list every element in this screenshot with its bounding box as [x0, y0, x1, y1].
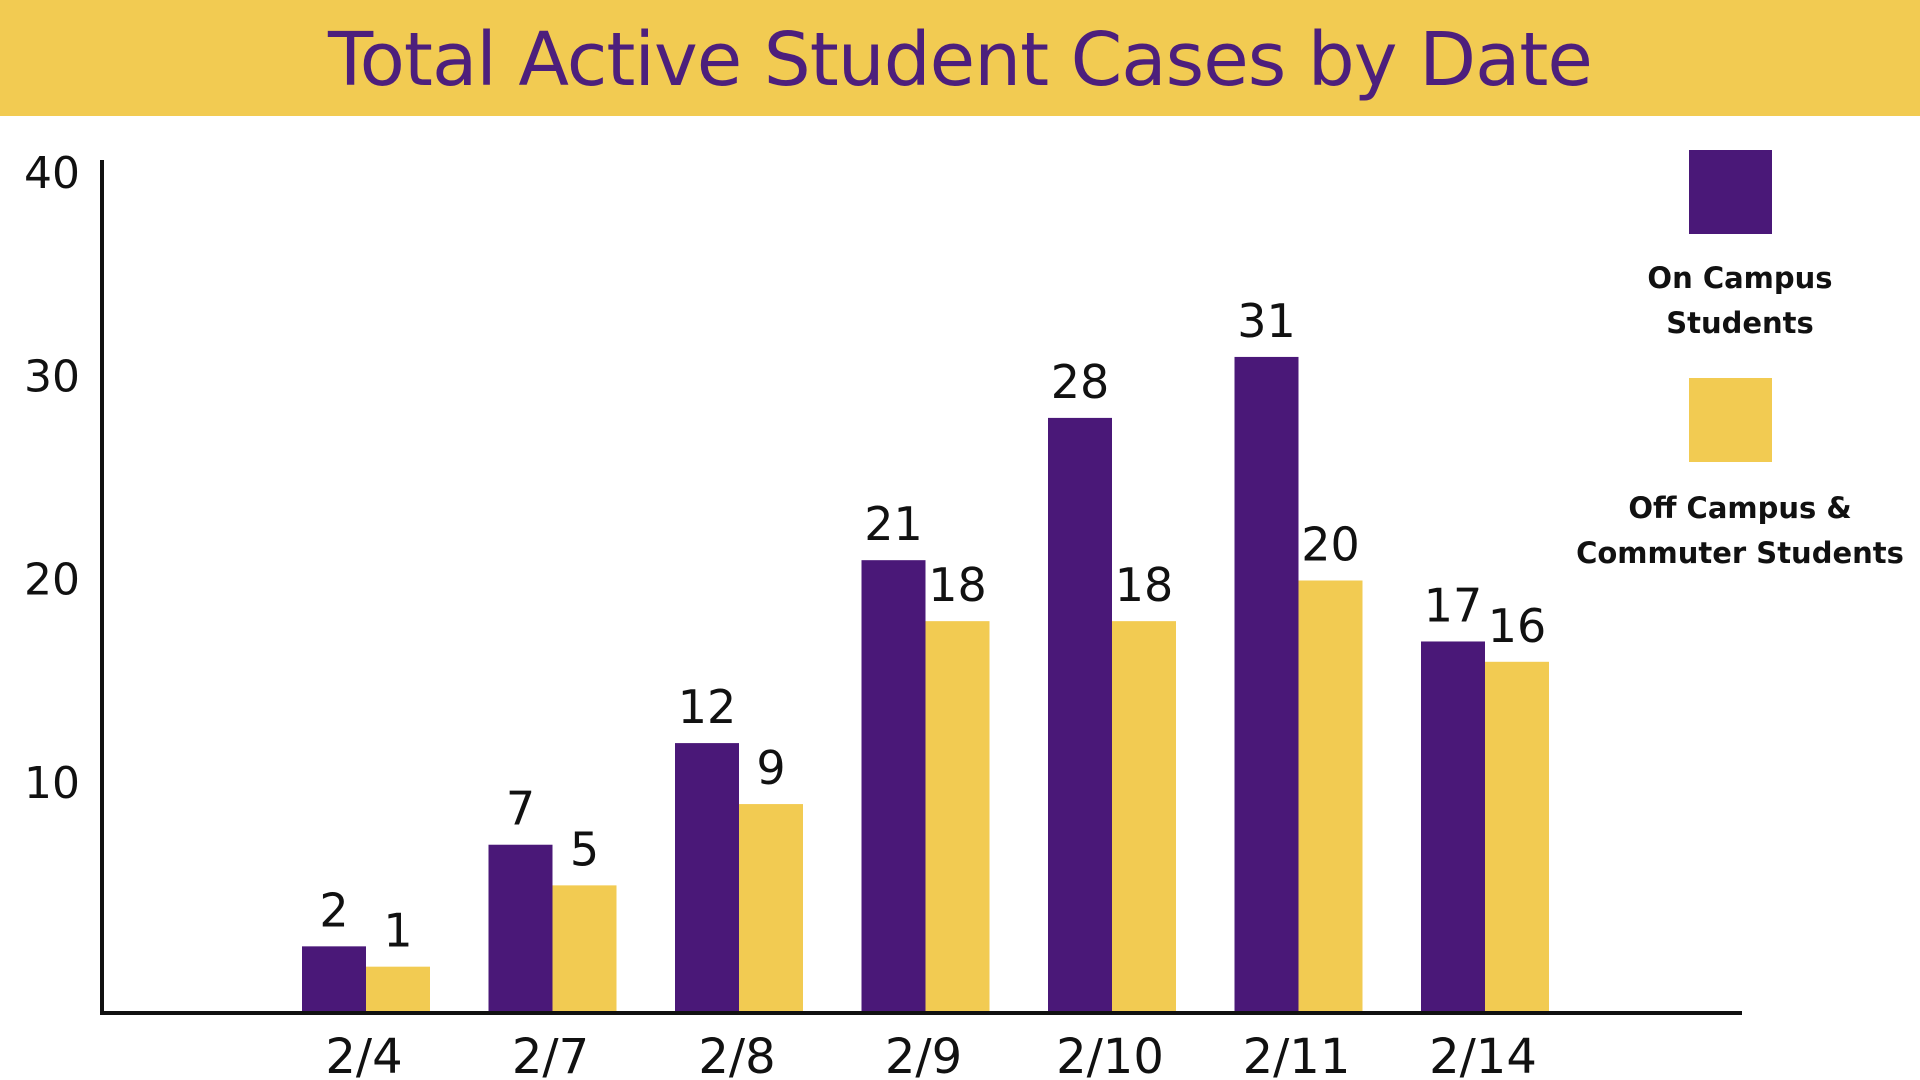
bar-on-campus: [488, 844, 553, 1013]
legend-label-on-campus: On Campus Students: [1560, 256, 1920, 346]
bar-on-campus: [302, 946, 366, 1013]
data-label: 9: [756, 741, 785, 795]
y-tick-labels-group: 10 20 30 40: [24, 148, 80, 809]
bars-group: [302, 356, 1549, 1013]
y-tick-label: 40: [24, 148, 80, 199]
bar-on-campus: [1421, 641, 1485, 1013]
data-label: 21: [864, 497, 923, 551]
legend-off-campus-line2: Commuter Students: [1576, 536, 1904, 570]
data-label: 28: [1051, 355, 1110, 409]
legend-on-campus-line1: On Campus: [1647, 261, 1833, 295]
legend-on-campus-line2: Students: [1666, 306, 1814, 340]
x-tick-label: 2/10: [1056, 1029, 1164, 1080]
bar-off-campus: [739, 804, 803, 1013]
data-label: 18: [1115, 558, 1174, 612]
legend-swatch-on-campus: [1689, 150, 1772, 234]
legend-swatch-off-campus: [1689, 378, 1772, 462]
bar-on-campus: [861, 560, 926, 1013]
data-label: 18: [928, 558, 987, 612]
data-label: 1: [383, 904, 412, 958]
y-tick-label: 10: [24, 758, 80, 809]
data-label: 16: [1488, 599, 1547, 653]
data-label: 2: [319, 883, 348, 937]
bar-on-campus: [675, 743, 739, 1013]
bar-off-campus: [1298, 580, 1363, 1013]
bar-on-campus: [1234, 356, 1299, 1013]
title-bar: Total Active Student Cases by Date: [0, 0, 1920, 116]
data-label: 7: [506, 782, 535, 836]
x-tick-labels-group: 2/4 2/7 2/8 2/9 2/10 2/11 2/14: [325, 1029, 1537, 1080]
legend-off-campus-line1: Off Campus &: [1628, 491, 1852, 525]
bar-off-campus: [552, 885, 617, 1013]
x-tick-label: 2/4: [325, 1029, 402, 1080]
y-tick-label: 30: [24, 351, 80, 402]
x-tick-label: 2/11: [1243, 1029, 1351, 1080]
bar-on-campus: [1048, 417, 1112, 1013]
data-label: 12: [678, 680, 737, 734]
x-tick-label: 2/9: [885, 1029, 962, 1080]
x-tick-label: 2/7: [512, 1029, 589, 1080]
y-tick-label: 20: [24, 555, 80, 606]
bar-off-campus: [925, 621, 990, 1013]
bar-off-campus: [366, 966, 430, 1013]
bar-off-campus: [1485, 661, 1549, 1013]
x-tick-label: 2/14: [1429, 1029, 1537, 1080]
x-tick-label: 2/8: [698, 1029, 775, 1080]
data-label: 20: [1301, 518, 1360, 572]
data-label: 5: [570, 822, 599, 876]
chart-title: Total Active Student Cases by Date: [328, 17, 1593, 103]
legend-label-off-campus: Off Campus & Commuter Students: [1560, 486, 1920, 576]
data-label: 31: [1237, 294, 1296, 348]
bar-off-campus: [1112, 621, 1176, 1013]
data-label: 17: [1424, 578, 1483, 632]
